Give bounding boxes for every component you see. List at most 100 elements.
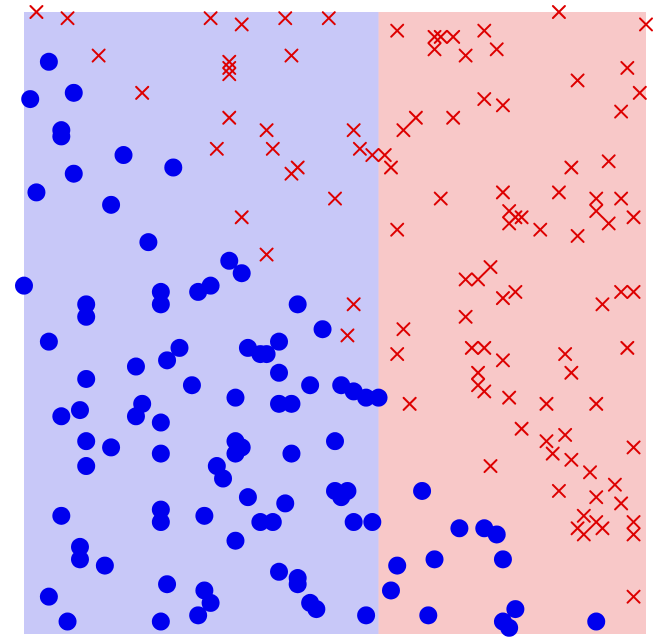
x-point (558, 427, 573, 442)
x-point (365, 148, 380, 163)
x-point (222, 54, 237, 69)
x-point (346, 297, 361, 312)
x-point (626, 589, 641, 604)
circle-point (77, 369, 96, 388)
x-point (477, 340, 492, 355)
circle-point (220, 251, 239, 270)
circle-point (151, 500, 170, 519)
circle-point (151, 444, 170, 463)
x-point (377, 148, 392, 163)
x-point (589, 191, 604, 206)
x-point (514, 210, 529, 225)
circle-point (288, 295, 307, 314)
x-point (91, 48, 106, 63)
x-point (589, 204, 604, 219)
circle-point (126, 357, 145, 376)
x-point (477, 23, 492, 38)
circle-point (369, 388, 388, 407)
x-point (514, 421, 529, 436)
circle-point (381, 581, 400, 600)
x-point (564, 365, 579, 380)
circle-point (64, 164, 83, 183)
x-point (626, 440, 641, 455)
circle-point (151, 295, 170, 314)
x-point (352, 141, 367, 156)
circle-point (487, 525, 506, 544)
x-point (265, 141, 280, 156)
circle-point (64, 83, 83, 102)
circle-point (288, 575, 307, 594)
x-point (427, 29, 442, 44)
x-point (545, 446, 560, 461)
circle-point (413, 481, 432, 500)
x-point (471, 365, 486, 380)
x-point (614, 104, 629, 119)
circle-point (226, 444, 245, 463)
circle-point (506, 600, 525, 619)
x-point (639, 17, 653, 32)
x-point (433, 29, 448, 44)
x-point (614, 284, 629, 299)
circle-point (263, 513, 282, 532)
x-point (346, 123, 361, 138)
x-point (408, 110, 423, 125)
x-point (551, 5, 566, 19)
circle-point (151, 282, 170, 301)
x-point (284, 166, 299, 181)
circle-point (77, 432, 96, 451)
x-point (427, 42, 442, 57)
x-point (539, 396, 554, 411)
x-point (614, 496, 629, 511)
x-point (576, 527, 591, 542)
x-point (390, 222, 405, 237)
x-point (495, 353, 510, 368)
x-point (632, 85, 647, 100)
x-point (595, 521, 610, 536)
circle-point (270, 562, 289, 581)
x-point (284, 48, 299, 63)
x-point (390, 347, 405, 362)
circle-point (39, 332, 58, 351)
circle-point (276, 494, 295, 513)
x-point (390, 23, 405, 38)
circle-point (139, 233, 158, 252)
circle-point (419, 606, 438, 625)
x-point (539, 434, 554, 449)
circle-point (164, 158, 183, 177)
circle-point (363, 513, 382, 532)
circle-point (388, 556, 407, 575)
circle-point (270, 332, 289, 351)
circle-point (238, 488, 257, 507)
x-point (589, 490, 604, 505)
x-point (203, 11, 218, 26)
points-layer (15, 5, 653, 637)
x-point (234, 210, 249, 225)
x-point (551, 185, 566, 200)
x-point (620, 60, 635, 75)
x-point (458, 48, 473, 63)
circle-point (77, 457, 96, 476)
x-point (234, 17, 249, 32)
x-point (464, 340, 479, 355)
x-point (589, 396, 604, 411)
x-point (601, 216, 616, 231)
x-point (502, 390, 517, 405)
circle-point (214, 469, 233, 488)
x-point (495, 185, 510, 200)
circle-point (450, 519, 469, 538)
x-point (533, 222, 548, 237)
circle-point (338, 481, 357, 500)
circle-point (500, 618, 519, 637)
circle-point (201, 593, 220, 612)
x-point (135, 85, 150, 100)
x-point (209, 141, 224, 156)
circle-point (151, 513, 170, 532)
x-point (458, 309, 473, 324)
x-point (402, 396, 417, 411)
circle-point (326, 432, 344, 451)
circle-point (344, 513, 363, 532)
x-point (626, 284, 641, 299)
x-point (489, 42, 504, 57)
x-point (60, 11, 75, 26)
x-point (222, 60, 237, 75)
